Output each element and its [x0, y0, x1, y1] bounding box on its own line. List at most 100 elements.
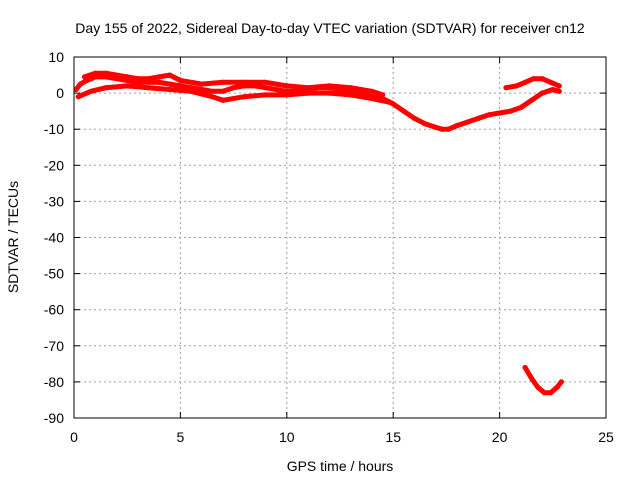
data-point — [82, 74, 88, 80]
tick-label-layer: 0 5 10 15 20 25 10 0 -10 -20 -30 -40 -50 -60 -70 -80 -90 — [44, 49, 614, 445]
data-point — [548, 390, 554, 396]
data-point — [231, 85, 237, 91]
data-point — [241, 79, 247, 85]
y-tick-label: -80 — [44, 374, 64, 390]
data-point — [528, 375, 535, 381]
chart-title: Day 155 of 2022, Sidereal Day-to-day VTE… — [75, 20, 585, 36]
data-point — [411, 115, 418, 121]
data-point — [369, 88, 375, 94]
x-tick-label: 20 — [492, 429, 508, 445]
y-tick-label: -30 — [44, 193, 64, 209]
data-point — [177, 77, 183, 84]
grid-layer — [74, 57, 606, 418]
data-point — [135, 76, 141, 82]
series-layer — [73, 70, 564, 396]
data-point — [497, 110, 503, 116]
x-tick-label: 25 — [598, 429, 614, 445]
data-point — [241, 94, 247, 100]
data-point — [284, 83, 290, 89]
data-point — [262, 85, 269, 91]
data-point — [156, 79, 162, 85]
data-point — [401, 108, 407, 114]
data-point — [199, 81, 205, 87]
data-point — [220, 79, 226, 85]
data-point — [73, 86, 79, 93]
data-point — [554, 384, 560, 390]
y-tick-label: 0 — [56, 85, 64, 101]
data-point — [507, 108, 513, 114]
data-point — [454, 123, 460, 129]
data-point — [77, 81, 83, 87]
data-point — [188, 88, 194, 94]
data-point — [305, 90, 311, 96]
data-point — [380, 92, 386, 98]
data-point — [558, 379, 564, 385]
data-point — [156, 74, 162, 80]
data-point — [167, 86, 173, 93]
y-tick-label: 10 — [48, 49, 64, 65]
x-axis-title: GPS time / hours — [287, 458, 394, 474]
data-point — [199, 86, 205, 93]
data-point — [167, 81, 173, 87]
data-point — [145, 76, 152, 82]
data-point — [369, 95, 375, 102]
data-point — [348, 92, 354, 98]
y-tick-label: -10 — [44, 121, 64, 137]
data-point — [262, 79, 269, 85]
data-point — [514, 83, 520, 89]
data-point — [465, 119, 471, 125]
data-point — [433, 124, 439, 130]
data-point — [518, 104, 524, 111]
data-point — [177, 83, 183, 89]
data-point — [262, 92, 269, 98]
data-point — [326, 90, 332, 96]
data-point — [475, 115, 481, 121]
data-point — [103, 85, 109, 91]
data-point — [326, 83, 332, 89]
data-point — [390, 101, 396, 107]
y-tick-label: -20 — [44, 157, 64, 173]
data-point — [220, 88, 226, 94]
x-tick-label: 0 — [70, 429, 78, 445]
x-tick-label: 10 — [279, 429, 295, 445]
data-point — [209, 88, 215, 94]
y-tick-label: -40 — [44, 230, 64, 246]
data-point — [284, 92, 290, 98]
data-point — [528, 97, 535, 103]
data-point — [422, 121, 428, 127]
data-point — [541, 390, 547, 396]
data-point — [445, 126, 452, 132]
data-point — [535, 384, 541, 390]
data-point — [556, 83, 562, 89]
data-point — [439, 126, 445, 132]
data-point — [539, 90, 545, 96]
data-point — [167, 72, 173, 78]
data-point — [124, 74, 130, 80]
data-point — [273, 86, 279, 93]
y-tick-label: -50 — [44, 266, 64, 282]
y-tick-label: -70 — [44, 338, 64, 354]
data-point — [548, 79, 554, 85]
data-point — [522, 79, 528, 85]
data-point — [305, 85, 311, 91]
data-point — [145, 85, 152, 91]
data-point — [88, 88, 94, 94]
data-point — [550, 86, 556, 93]
data-point — [103, 70, 109, 76]
data-point — [114, 72, 120, 78]
data-point — [220, 97, 226, 103]
data-point — [503, 85, 509, 91]
data-point — [556, 88, 562, 94]
y-tick-label: -60 — [44, 302, 64, 318]
data-point — [75, 94, 81, 100]
tick-layer — [73, 56, 607, 419]
data-point — [531, 76, 537, 82]
data-point — [522, 364, 528, 371]
y-axis-title: SDTVAR / TECUs — [5, 181, 21, 293]
data-point — [386, 99, 392, 105]
data-point — [92, 70, 98, 76]
data-point — [348, 85, 354, 91]
x-tick-label: 5 — [177, 429, 185, 445]
